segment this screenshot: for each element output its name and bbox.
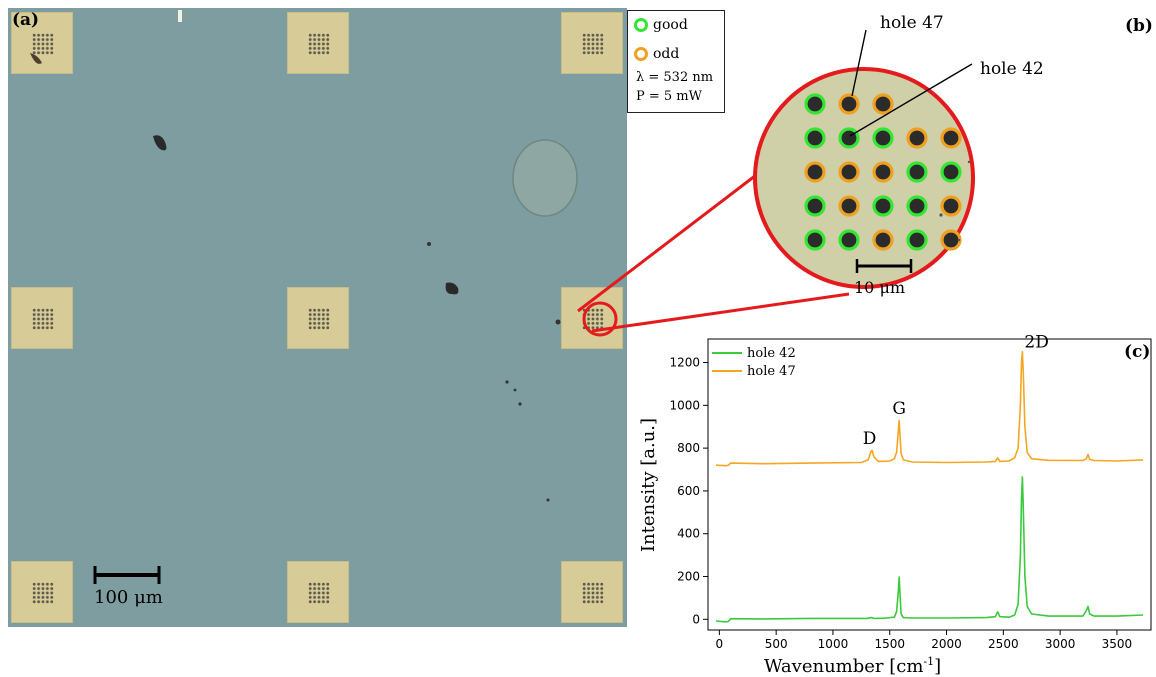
legend: hole 42 hole 47 <box>712 346 796 379</box>
x-tick-label: 500 <box>765 637 788 651</box>
panel-b-label: (b) <box>1125 16 1153 36</box>
hole-good <box>872 127 894 149</box>
electrode-pad <box>11 561 73 623</box>
peak-label-2D: 2D <box>1024 335 1048 353</box>
peak-label-G: G <box>892 399 906 419</box>
legend-hole47: hole 47 <box>747 364 796 379</box>
peak-annotations: DG 2D <box>863 335 1049 449</box>
hole-odd <box>906 127 928 149</box>
electrode-pad <box>561 287 623 349</box>
hole-good <box>804 195 826 217</box>
hole-42-label: hole 42 <box>980 59 1044 79</box>
hole-good <box>940 161 962 183</box>
scalebar-100um-label: 100 μm <box>94 587 163 608</box>
debris-particle <box>30 53 42 64</box>
hole-good <box>804 93 826 115</box>
debris-particle <box>153 135 167 151</box>
x-tick-label: 2000 <box>931 637 962 651</box>
series-line-hole-47 <box>715 351 1144 467</box>
y-tick-label: 1200 <box>669 356 700 370</box>
hole-good <box>838 127 860 149</box>
hole-47-label: hole 47 <box>880 13 944 33</box>
electrode-pad <box>561 12 623 74</box>
peak-label-D: D <box>863 429 877 449</box>
y-tick-label: 400 <box>677 527 700 541</box>
legend-odd: odd <box>634 46 679 62</box>
x-axis-ticks: 0 500 1000 1500 2000 2500 3000 3500 <box>716 630 1133 651</box>
micrograph-panel <box>8 8 627 627</box>
scalebar-10um-label: 10 μm <box>854 278 905 297</box>
x-tick-label: 3500 <box>1102 637 1133 651</box>
electrode-pad <box>561 561 623 623</box>
hole-odd <box>872 161 894 183</box>
power-text: P = 5 mW <box>636 89 702 104</box>
hole-odd <box>940 195 962 217</box>
hole-good <box>804 229 826 251</box>
hole-47-pointer <box>851 29 867 97</box>
debris-blob <box>512 139 578 217</box>
series-lines <box>715 351 1144 623</box>
scalebar-100um <box>93 566 161 584</box>
micrograph-features <box>30 10 618 502</box>
y-tick-label: 600 <box>677 484 700 498</box>
zoom-connector-bottom <box>591 292 850 333</box>
electrode-pad <box>287 561 349 623</box>
y-axis-label: Intensity [a.u.] <box>638 418 659 552</box>
debris-particle <box>445 282 459 295</box>
y-axis-ticks: 0 200 400 600 800 1000 1200 <box>669 356 708 626</box>
hole-odd <box>872 229 894 251</box>
legend-box: good odd λ = 532 nm P = 5 mW <box>627 10 725 113</box>
hole-good <box>906 161 928 183</box>
y-tick-label: 200 <box>677 570 700 584</box>
hole-odd <box>838 93 860 115</box>
x-axis-label: Wavenumber [cm-1] <box>764 655 941 677</box>
wavelength-text: λ = 532 nm <box>636 70 714 85</box>
hole-odd <box>838 195 860 217</box>
hole-good <box>872 195 894 217</box>
x-tick-label: 2500 <box>988 637 1019 651</box>
hole-odd <box>804 161 826 183</box>
hole-odd <box>872 93 894 115</box>
electrode-pad <box>287 287 349 349</box>
hole-42-pointer <box>849 63 973 137</box>
panel-a-label: (a) <box>12 10 40 30</box>
x-tick-label: 1000 <box>818 637 849 651</box>
x-tick-label: 3000 <box>1045 637 1076 651</box>
hole-odd <box>838 161 860 183</box>
zoom-region-circle <box>582 301 618 337</box>
hole-odd <box>940 229 962 251</box>
series-line-hole-42 <box>715 476 1144 623</box>
electrode-pad <box>11 287 73 349</box>
zoom-panel: hole 47 hole 42 10 μm (b) <box>577 13 1153 333</box>
panel-c-label: (c) <box>1124 342 1150 362</box>
y-tick-label: 1000 <box>669 398 700 412</box>
legend-hole42: hole 42 <box>747 346 796 361</box>
x-tick-label: 1500 <box>874 637 905 651</box>
y-tick-label: 800 <box>677 441 700 455</box>
raman-chart: 0 200 400 600 800 1000 1200 0 500 1000 1500 2000 25… <box>638 335 1152 677</box>
electrode-pad <box>287 12 349 74</box>
legend-good: good <box>634 17 688 33</box>
odd-ring-icon <box>634 47 648 61</box>
good-ring-icon <box>634 18 648 32</box>
y-tick-label: 0 <box>692 612 700 626</box>
zoom-connector-top <box>577 164 769 313</box>
hole-odd <box>940 127 962 149</box>
plot-frame <box>707 338 1152 631</box>
hole-good <box>838 229 860 251</box>
hole-good <box>906 229 928 251</box>
x-tick-label: 0 <box>716 637 724 651</box>
hole-good <box>906 195 928 217</box>
electrode-pad <box>11 12 73 74</box>
zoom-circle <box>753 67 975 289</box>
hole-good <box>804 127 826 149</box>
